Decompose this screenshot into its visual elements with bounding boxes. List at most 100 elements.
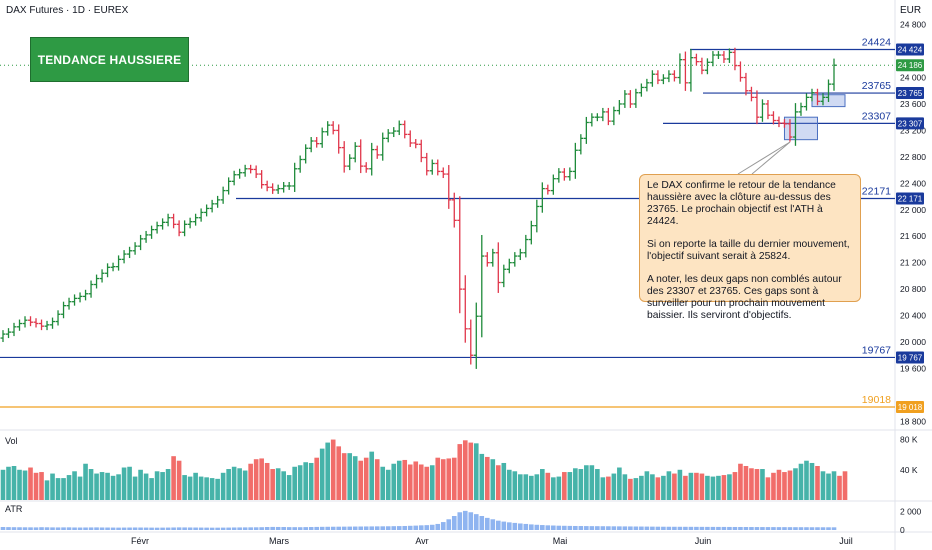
volume-bar (826, 473, 831, 500)
volume-bar (666, 471, 672, 500)
volume-bar (259, 458, 264, 500)
atr-bar (132, 527, 138, 530)
atr-tick-label: 0 (900, 525, 905, 535)
atr-bar (732, 526, 738, 530)
volume-bar (72, 471, 77, 500)
volume-bar (275, 468, 281, 500)
volume-bar (187, 476, 193, 500)
volume-bar (0, 469, 6, 500)
volume-bar (567, 472, 573, 500)
volume-bar (22, 470, 28, 500)
level-tag-23765 (896, 87, 924, 100)
volume-bar (121, 467, 127, 500)
atr-bar (44, 527, 50, 530)
volume-bar (688, 472, 694, 500)
atr-bar (418, 525, 424, 530)
atr-bar (171, 527, 176, 530)
atr-bar (490, 519, 496, 530)
volume-bar (418, 464, 424, 500)
atr-bar (644, 526, 650, 530)
atr-bar (545, 525, 551, 530)
volume-bar (66, 475, 72, 500)
trend-badge: TENDANCE HAUSSIERE (30, 37, 189, 82)
volume-bar (683, 475, 688, 500)
atr-bar (176, 527, 182, 530)
volume-tick-label: 80 K (900, 435, 918, 445)
level-label-19018: 19018 (862, 394, 891, 406)
atr-bar (457, 512, 463, 530)
volume-bar (319, 448, 325, 500)
volume-bar (595, 469, 600, 500)
level-tag-text-22171: 22 171 (898, 194, 923, 203)
atr-bar (639, 526, 644, 530)
last-price-tag (896, 59, 924, 72)
atr-bar (281, 527, 286, 530)
volume-bar (534, 474, 540, 500)
atr-bar (374, 526, 380, 530)
volume-bar (55, 478, 61, 500)
atr-bar (160, 527, 165, 530)
volume-bar (171, 456, 176, 500)
volume-bar (771, 472, 776, 500)
atr-bar (815, 527, 820, 530)
atr-bar (143, 527, 149, 530)
atr-bar (248, 527, 253, 530)
volume-bar (473, 443, 479, 500)
atr-bar (303, 527, 308, 530)
atr-bar (17, 527, 22, 530)
volume-bar (330, 439, 336, 500)
atr-bar (237, 527, 242, 530)
atr-bar (209, 527, 215, 530)
atr-bar (534, 524, 540, 530)
price-tick-label: 21 200 (900, 258, 926, 268)
atr-bar (595, 526, 600, 530)
volume-bar (820, 471, 826, 500)
atr-bar (798, 527, 804, 530)
volume-bar (347, 453, 353, 500)
atr-bar (562, 525, 567, 530)
volume-bar (738, 463, 743, 500)
atr-bar (782, 527, 787, 530)
volume-bar (94, 473, 99, 500)
volume-bar (793, 468, 798, 500)
volume-bar (99, 472, 105, 500)
volume-bar (468, 442, 474, 500)
atr-bar (495, 520, 501, 530)
volume-bar (220, 472, 226, 500)
time-axis-label: Févr (131, 536, 149, 546)
atr-bar (121, 527, 127, 530)
level-label-19767: 19767 (862, 344, 891, 356)
volume-bar (562, 472, 567, 500)
volume-bar (754, 469, 760, 500)
price-tick-label: 22 800 (900, 152, 926, 162)
volume-bar (512, 471, 518, 500)
volume-bar (699, 473, 705, 500)
volume-bar (341, 453, 347, 500)
atr-bar (242, 527, 248, 530)
atr-bar (743, 527, 749, 530)
atr-bar (738, 526, 743, 530)
annotation-pointer (737, 141, 791, 175)
atr-bar (600, 526, 606, 530)
atr-bar (617, 526, 622, 530)
atr-bar (661, 526, 666, 530)
price-tick-label: 24 000 (900, 73, 926, 83)
volume-bar (407, 464, 413, 500)
atr-bar (264, 527, 270, 530)
volume-bar (600, 477, 606, 500)
atr-bar (424, 525, 430, 530)
volume-bar (710, 476, 716, 500)
volume-bar (495, 465, 501, 500)
volume-bar (165, 469, 171, 500)
atr-bar (567, 525, 573, 530)
volume-bar (716, 475, 721, 500)
price-tick-label: 20 800 (900, 284, 926, 294)
volume-label: Vol (5, 436, 18, 446)
atr-bar (683, 526, 688, 530)
level-tag-text-19018: 19 018 (898, 403, 923, 412)
atr-bar (831, 527, 837, 530)
volume-bar (308, 462, 314, 500)
volume-bar (231, 466, 237, 500)
atr-bar (440, 522, 446, 530)
atr-bar (556, 525, 562, 530)
